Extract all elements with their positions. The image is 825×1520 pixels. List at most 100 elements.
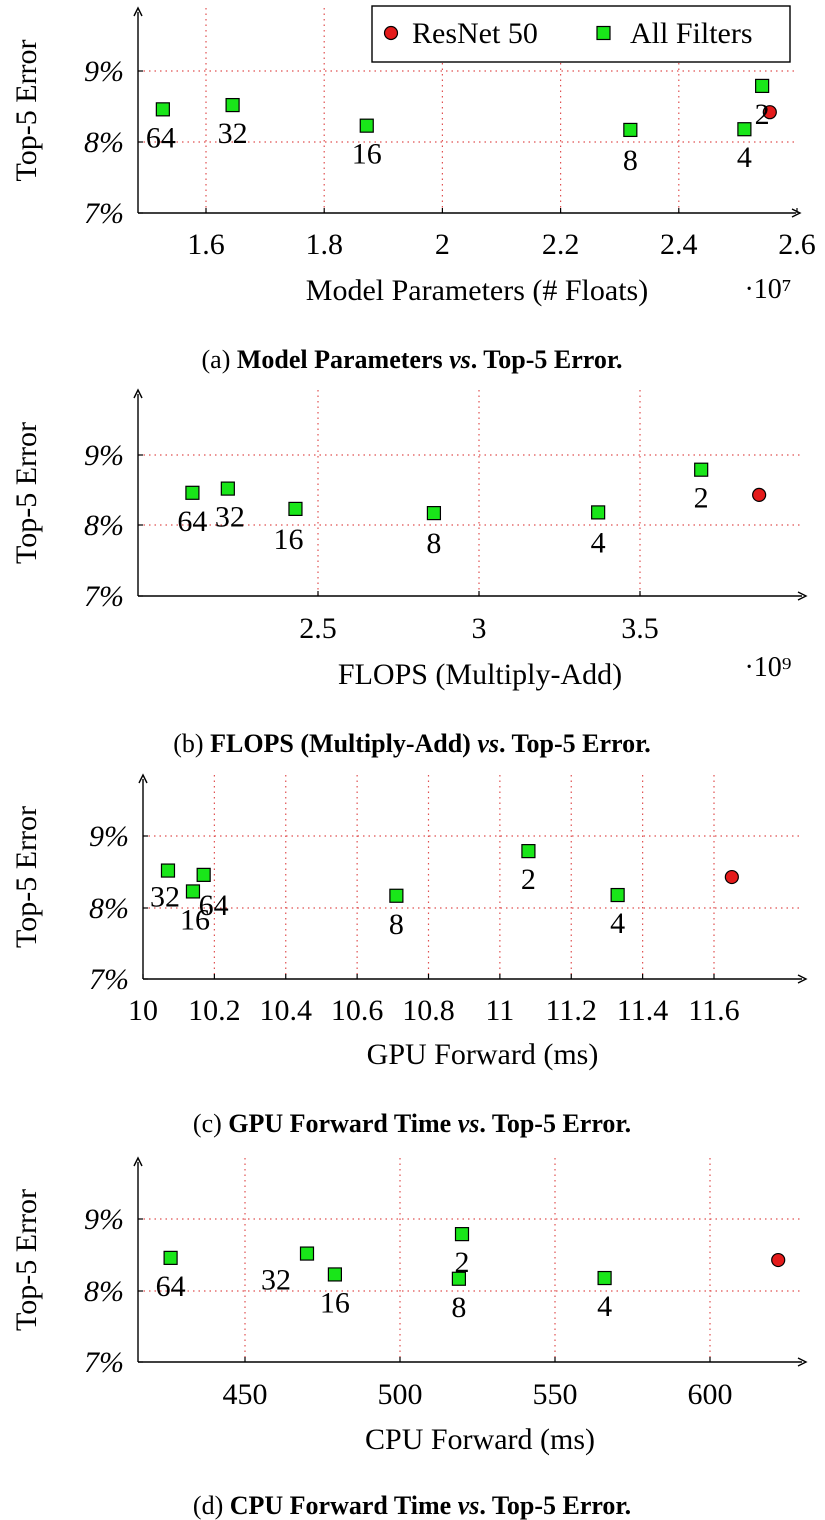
resnet-point [724,869,739,885]
caption-title: Model Parameters [237,345,449,374]
y-axis-arrow [133,388,143,399]
y-tick-label: 8% [89,892,129,925]
x-axis-arrow [791,208,802,218]
point-label: 4 [591,526,606,559]
filter-point [610,887,625,903]
y-tick-label: 9% [84,439,124,472]
point-label: 2 [755,98,770,131]
chart-caption: (d) CPU Forward Time vs. Top-5 Error. [193,1491,631,1520]
x-tick-label: 10.6 [331,994,384,1027]
y-axis-label: Top-5 Error [10,39,43,181]
resnet-point [771,1252,786,1268]
point-label: 64 [146,121,176,154]
chart-caption: (c) GPU Forward Time vs. Top-5 Error. [193,1109,631,1138]
x-tick-label: 600 [688,1378,733,1411]
x-tick-label: 3 [472,612,487,645]
y-tick-label: 7% [89,963,129,996]
x-tick-label: 2.4 [660,228,698,261]
legend-resnet-label: ResNet 50 [412,17,538,50]
x-tick-label: 11.2 [546,994,597,1027]
filter-point [155,102,170,117]
x-tick-label: 10 [128,994,158,1027]
point-label: 16 [273,523,303,556]
point-label: 64 [177,505,207,538]
x-axis-label: CPU Forward (ms) [365,1423,595,1456]
chart-caption: (b) FLOPS (Multiply-Add) vs. Top-5 Error… [173,729,650,758]
chart-panel-c: 10 10.2 10.4 10.6 10.8 11 11.2 11.4 11.6 7% 8% 9% GP… [10,773,808,1138]
filter-point [225,97,240,113]
x-tick-label: 10.8 [402,994,455,1027]
filter-point [185,884,201,899]
caption-prefix: (a) [202,345,237,374]
legend-resnet-marker [383,25,399,41]
caption-title: GPU Forward Time [228,1109,457,1138]
filter-point [220,481,235,496]
caption-suffix: . Top-5 Error. [471,345,623,374]
x-axis-multiplier: ·10⁷ [744,274,791,305]
filter-point [160,863,176,878]
y-tick-label: 8% [84,1275,124,1308]
filter-point [196,867,211,882]
filter-point [426,506,442,521]
y-tick-label: 9% [89,820,129,853]
chart-panel-b: 2.5 3 3.5 7% 8% 9% FLOPS (Multiply-Add) Top-5 E… [10,388,808,758]
caption-title: CPU Forward Time [230,1491,458,1520]
point-label: 64 [199,889,229,922]
point-label: 2 [455,1246,470,1279]
x-tick-label: 1.6 [187,228,225,261]
y-axis-label: Top-5 Error [10,422,43,564]
filter-point [694,462,709,477]
caption-suffix: . Top-5 Error. [499,729,651,758]
y-tick-label: 7% [84,1346,124,1379]
x-tick-label: 500 [378,1378,423,1411]
point-label: 16 [180,903,210,936]
caption-suffix: . Top-5 Error. [479,1109,631,1138]
y-axis-label: Top-5 Error [10,1189,43,1331]
point-label: 8 [451,1291,466,1324]
y-tick-label: 8% [84,126,124,159]
x-tick-label: 11 [485,994,514,1027]
point-label: 32 [150,881,180,914]
y-axis-arrow [133,6,143,17]
point-label: 32 [215,501,245,534]
x-tick-label: 2.5 [299,612,337,645]
filter-point [163,1250,178,1265]
x-tick-label: 3.5 [621,612,659,645]
filter-point [521,844,536,859]
y-tick-label: 8% [84,509,124,542]
point-label: 8 [623,144,638,177]
filter-point [597,1270,612,1286]
x-axis-label: FLOPS (Multiply-Add) [338,658,622,691]
filter-point [299,1246,315,1261]
x-tick-label: 11.6 [688,994,739,1027]
y-axis-arrow [133,1156,143,1167]
filter-point [451,1271,466,1286]
legend-filters-label: All Filters [630,17,753,50]
x-axis-arrow [797,974,808,984]
filter-point [327,1267,342,1282]
x-axis-arrow [797,591,808,601]
resnet-point [752,487,767,502]
x-tick-label: 10.4 [260,994,313,1027]
point-label: 8 [389,908,404,941]
point-label: 4 [597,1290,612,1323]
filter-point [623,122,638,138]
caption-title: FLOPS (Multiply-Add) [210,729,477,758]
filter-point [755,78,770,94]
filter-point [389,888,404,903]
point-label: 32 [218,117,248,150]
caption-prefix: (c) [193,1109,228,1138]
y-axis-label: Top-5 Error [10,806,43,948]
x-tick-label: 2 [435,228,450,261]
x-axis-arrow [797,1357,808,1367]
caption-vs: vs [458,1491,480,1520]
point-label: 16 [320,1286,350,1319]
x-axis-label: GPU Forward (ms) [367,1038,599,1071]
x-axis-label: Model Parameters (# Floats) [306,274,648,307]
chart-caption: (a) Model Parameters vs. Top-5 Error. [202,345,623,374]
point-label: 2 [694,482,709,515]
legend-box [371,5,791,63]
caption-prefix: (d) [193,1491,230,1520]
filter-point [737,122,752,137]
